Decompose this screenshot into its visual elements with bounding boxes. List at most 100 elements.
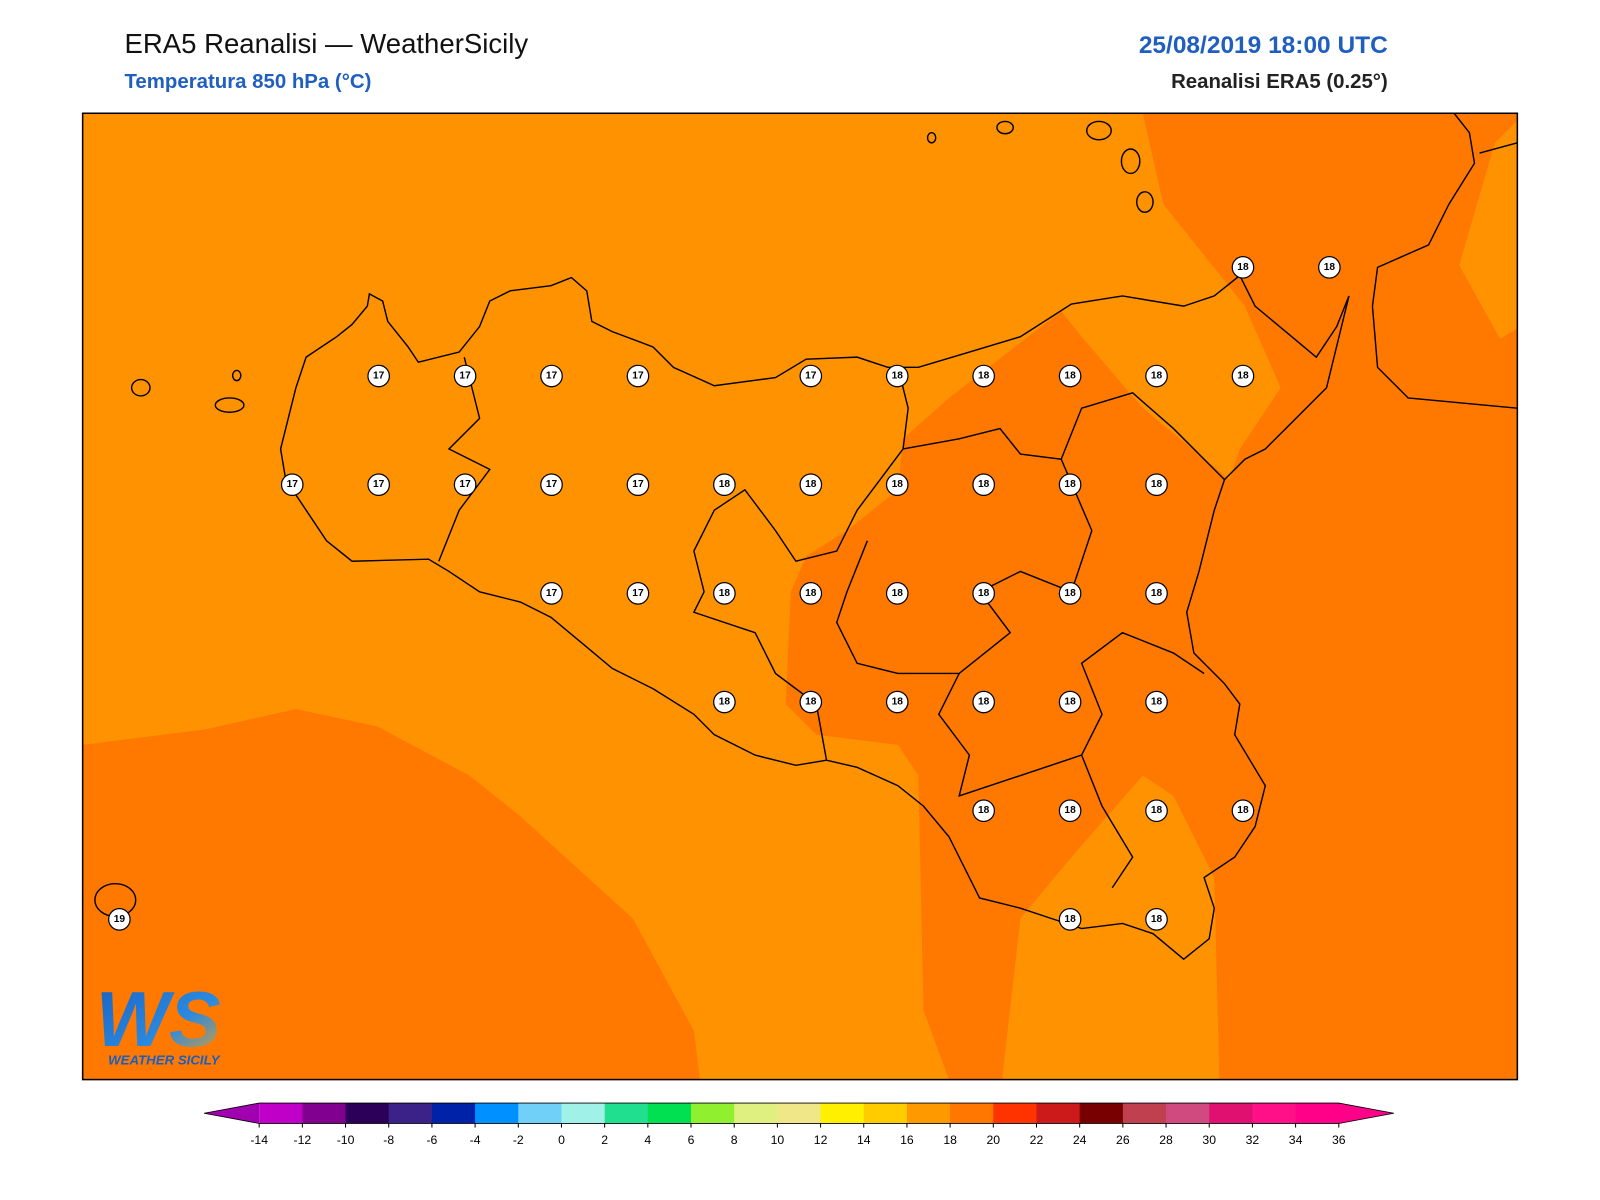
- station-marker: [799, 473, 823, 497]
- station-marker: [972, 582, 996, 605]
- station: 18: [972, 799, 996, 823]
- station-value: 17: [287, 479, 299, 490]
- colorbar-tick-label: 8: [731, 1133, 738, 1147]
- station-marker: [1231, 364, 1255, 388]
- station-value: 18: [1151, 371, 1163, 382]
- station: 18: [1058, 582, 1082, 605]
- station-value: 18: [1151, 805, 1163, 816]
- datetime: 25/08/2019 18:00 UTC: [1139, 32, 1388, 59]
- station-value: 17: [373, 371, 385, 382]
- station: 18: [1231, 364, 1255, 388]
- colorbar-bin: [777, 1103, 822, 1124]
- station-value: 17: [546, 588, 558, 599]
- colorbar-bin: [993, 1103, 1037, 1124]
- station-marker: [367, 364, 391, 388]
- colorbar-bin: [1209, 1103, 1253, 1124]
- colorbar-bin: [820, 1103, 865, 1124]
- station-value: 18: [892, 479, 904, 490]
- station: 18: [1058, 690, 1082, 714]
- station-marker: [1231, 256, 1255, 279]
- station: 18: [1145, 799, 1168, 823]
- colorbar-bin: [1295, 1103, 1340, 1124]
- station-marker: [1145, 799, 1168, 823]
- station-marker: [1058, 582, 1082, 605]
- colorbar-tick-label: 24: [1073, 1133, 1087, 1147]
- station-value: 17: [632, 588, 644, 599]
- station-value: 18: [1064, 371, 1076, 382]
- station-marker: [1058, 473, 1082, 497]
- station-marker: [972, 473, 996, 497]
- station-marker: [1058, 799, 1082, 823]
- map-frame: [81, 112, 1519, 1081]
- station-value: 18: [892, 697, 904, 708]
- colorbar-bin: [518, 1103, 562, 1124]
- colorbar-bin: [1079, 1103, 1124, 1124]
- stations: 18 18 17 17 17 17 17 18 18 18 18 18 17 17 17 17 17 18 18 18…: [108, 256, 1341, 931]
- source: Reanalisi ERA5 (0.25°): [1171, 71, 1388, 93]
- colorbar-tick-label: -10: [337, 1133, 355, 1147]
- station: 17: [540, 473, 563, 497]
- colorbar-bin: [950, 1103, 994, 1124]
- logo-name: WEATHER SICILY: [108, 1052, 221, 1067]
- colorbar-tick-label: 2: [601, 1133, 608, 1147]
- station-value: 18: [1064, 479, 1076, 490]
- colorbar-bin: [1252, 1103, 1297, 1124]
- field-18-20: [82, 709, 700, 1080]
- station-marker: [885, 582, 909, 605]
- colorbar-bin: [259, 1103, 303, 1124]
- station-value: 18: [978, 697, 990, 708]
- station-marker: [626, 364, 650, 388]
- station: 18: [885, 690, 909, 714]
- station-value: 18: [805, 479, 817, 490]
- station: 18: [799, 690, 823, 714]
- station: 17: [453, 364, 477, 388]
- colorbar-bin: [431, 1103, 476, 1124]
- station: 18: [1058, 364, 1082, 388]
- station-value: 17: [805, 371, 817, 382]
- station: 18: [1145, 908, 1168, 931]
- station-value: 18: [1151, 697, 1163, 708]
- station-value: 18: [719, 588, 731, 599]
- station-value: 18: [1151, 914, 1163, 925]
- colorbar-bin: [1166, 1103, 1210, 1124]
- colorbar-bin: [345, 1103, 390, 1124]
- station-marker: [713, 690, 736, 714]
- station: 18: [1231, 256, 1255, 279]
- station-value: 17: [373, 479, 385, 490]
- colorbar-extend-low: [204, 1103, 260, 1124]
- station-value: 18: [1064, 805, 1076, 816]
- station-marker: [799, 690, 823, 714]
- colorbar-bin: [734, 1103, 778, 1124]
- station-value: 17: [632, 479, 644, 490]
- station-marker: [1145, 908, 1168, 931]
- station-value: 18: [1151, 588, 1163, 599]
- subtitle: Temperatura 850 hPa (°C): [124, 71, 371, 93]
- station-value: 19: [114, 914, 126, 925]
- field-16-18: [1459, 120, 1518, 339]
- station-marker: [1231, 799, 1255, 823]
- station-marker: [799, 582, 823, 605]
- colorbar-bin: [604, 1103, 649, 1124]
- colorbar-bin: [691, 1103, 735, 1124]
- station-marker: [799, 364, 823, 388]
- logo: WS WEATHER SICILY: [96, 977, 221, 1067]
- colorbar-tick-label: 34: [1289, 1133, 1303, 1147]
- colorbar-tick-label: 4: [644, 1133, 651, 1147]
- station-marker: [885, 690, 909, 714]
- station-value: 18: [1064, 914, 1076, 925]
- colorbar-tick-label: -2: [513, 1133, 524, 1147]
- station-marker: [367, 473, 391, 497]
- colorbar-tick-label: 20: [987, 1133, 1001, 1147]
- station-marker: [626, 473, 650, 497]
- station-marker: [280, 473, 304, 497]
- station-marker: [972, 799, 996, 823]
- station-marker: [1318, 256, 1341, 279]
- station: 18: [713, 690, 736, 714]
- station: 18: [1318, 256, 1341, 279]
- station: 18: [885, 473, 909, 497]
- colorbar-bin: [906, 1103, 951, 1124]
- colorbar-bin: [561, 1103, 606, 1124]
- station-value: 18: [1324, 262, 1336, 273]
- station-value: 18: [719, 697, 731, 708]
